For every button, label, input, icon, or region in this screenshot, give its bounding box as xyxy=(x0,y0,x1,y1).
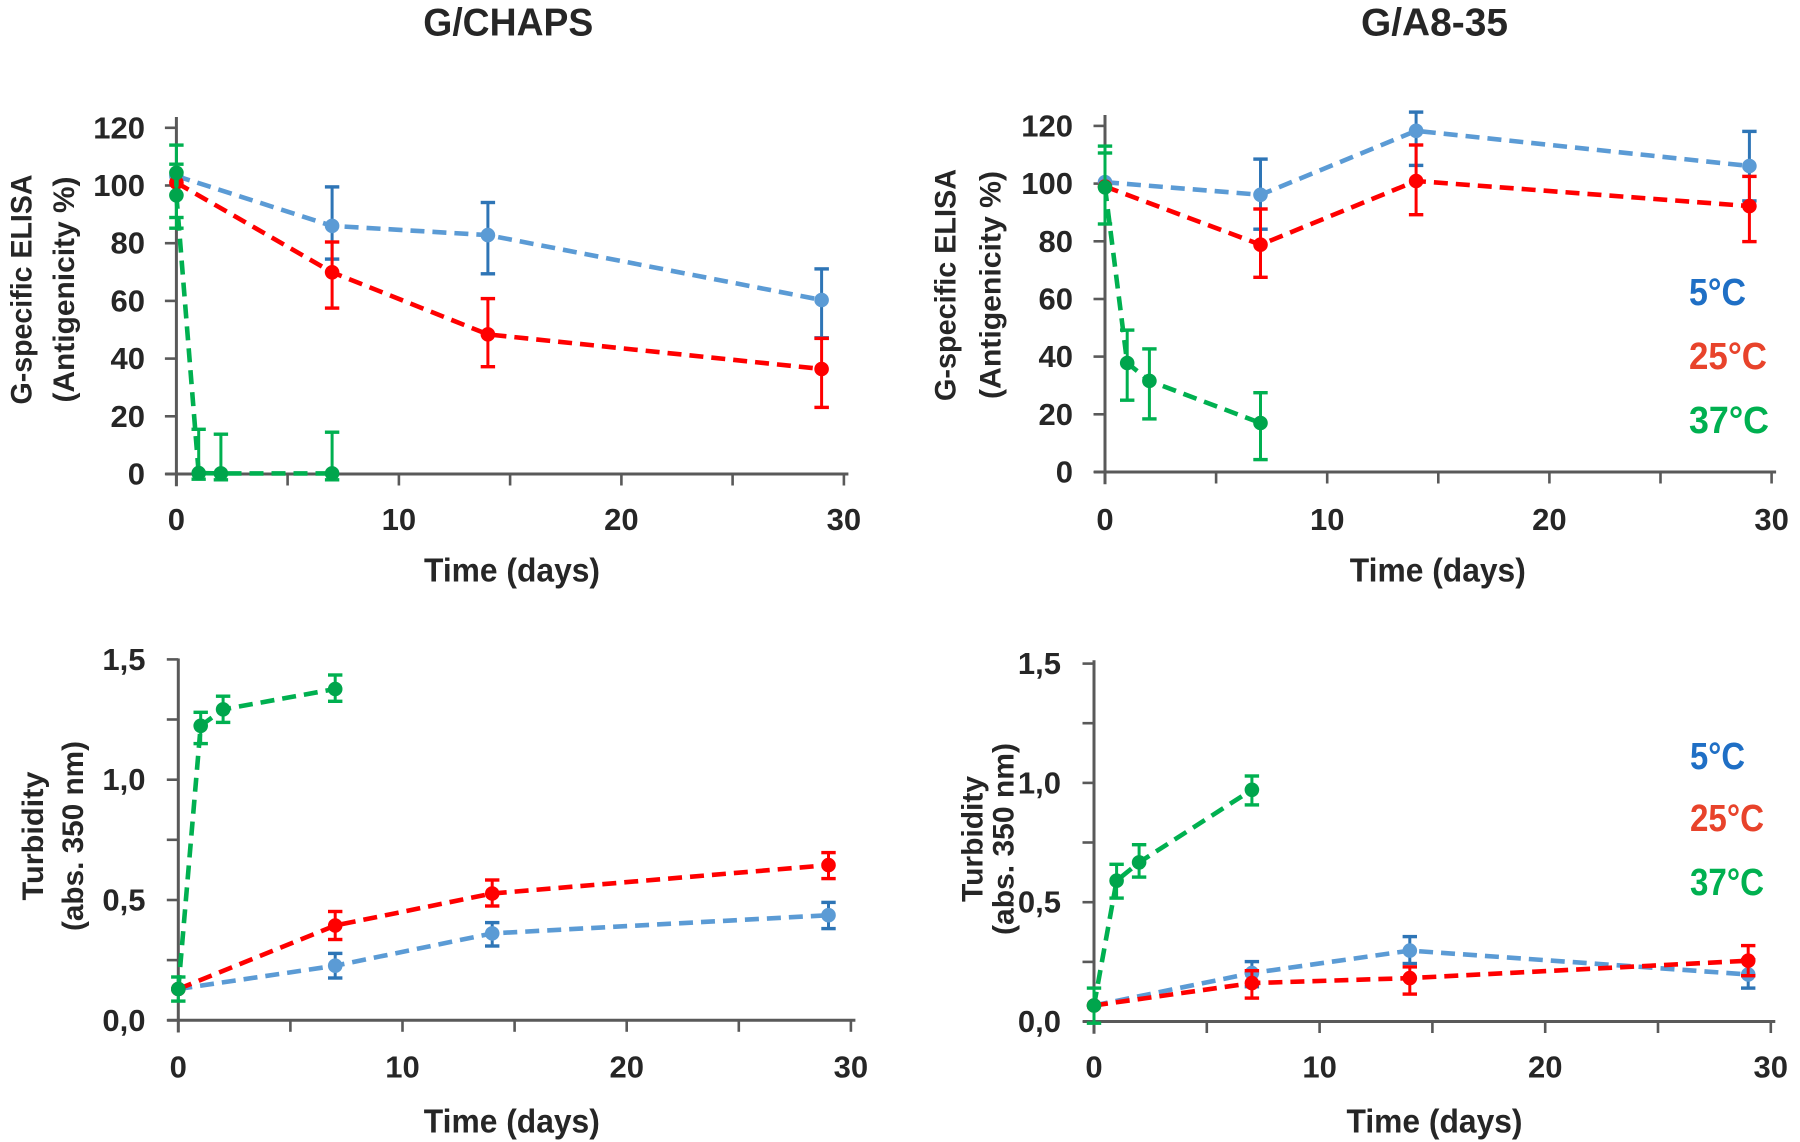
svg-text:20: 20 xyxy=(604,502,638,537)
svg-text:(Antigenicity %): (Antigenicity %) xyxy=(48,177,81,403)
svg-text:G-specific ELISA: G-specific ELISA xyxy=(6,175,39,405)
svg-text:20: 20 xyxy=(1039,397,1073,432)
svg-text:0,0: 0,0 xyxy=(1018,1004,1061,1039)
svg-text:G/A8-35: G/A8-35 xyxy=(1361,2,1508,45)
svg-text:100: 100 xyxy=(1021,166,1073,201)
svg-text:37°C: 37°C xyxy=(1690,862,1764,904)
svg-text:60: 60 xyxy=(1039,282,1073,317)
svg-text:(abs. 350 nm): (abs. 350 nm) xyxy=(57,741,90,931)
svg-text:30: 30 xyxy=(1754,502,1788,537)
svg-text:10: 10 xyxy=(382,502,416,537)
svg-text:1,5: 1,5 xyxy=(1018,646,1061,681)
svg-text:0,0: 0,0 xyxy=(102,1003,145,1038)
svg-text:10: 10 xyxy=(1310,502,1344,537)
svg-text:(Antigenicity %): (Antigenicity %) xyxy=(975,171,1008,399)
svg-text:20: 20 xyxy=(1532,502,1566,537)
svg-text:Turbidity: Turbidity xyxy=(17,771,50,900)
svg-text:100: 100 xyxy=(93,168,145,203)
svg-text:G/CHAPS: G/CHAPS xyxy=(423,2,593,45)
svg-text:37°C: 37°C xyxy=(1689,400,1769,442)
svg-text:5°C: 5°C xyxy=(1690,736,1745,778)
svg-text:80: 80 xyxy=(1039,224,1073,259)
svg-text:30: 30 xyxy=(834,1050,868,1085)
svg-text:0: 0 xyxy=(128,457,145,492)
svg-text:25°C: 25°C xyxy=(1689,336,1767,378)
svg-text:30: 30 xyxy=(827,502,861,537)
svg-text:0: 0 xyxy=(1056,455,1073,490)
svg-text:120: 120 xyxy=(1021,108,1073,143)
svg-text:0,5: 0,5 xyxy=(1018,885,1061,920)
svg-text:20: 20 xyxy=(1528,1050,1562,1085)
svg-text:0: 0 xyxy=(170,1050,187,1085)
svg-text:40: 40 xyxy=(1039,339,1073,374)
svg-text:Time (days): Time (days) xyxy=(1350,552,1526,589)
svg-text:Turbidity: Turbidity xyxy=(957,776,990,902)
svg-text:80: 80 xyxy=(111,226,145,261)
svg-text:0: 0 xyxy=(168,502,185,537)
svg-text:10: 10 xyxy=(1302,1050,1336,1085)
svg-text:(abs. 350 nm): (abs. 350 nm) xyxy=(988,743,1021,935)
svg-text:G-specific ELISA: G-specific ELISA xyxy=(930,169,963,401)
svg-text:20: 20 xyxy=(111,399,145,434)
svg-text:10: 10 xyxy=(385,1050,419,1085)
svg-text:Time (days): Time (days) xyxy=(1347,1103,1523,1140)
svg-text:60: 60 xyxy=(111,283,145,318)
svg-text:Time (days): Time (days) xyxy=(424,1103,600,1140)
svg-text:0,5: 0,5 xyxy=(102,883,145,918)
svg-text:5°C: 5°C xyxy=(1689,272,1746,314)
svg-text:Time (days): Time (days) xyxy=(424,552,600,589)
svg-text:25°C: 25°C xyxy=(1690,798,1764,840)
svg-text:120: 120 xyxy=(93,110,145,145)
svg-text:30: 30 xyxy=(1754,1050,1788,1085)
svg-text:1,0: 1,0 xyxy=(1018,765,1061,800)
svg-text:1,0: 1,0 xyxy=(102,762,145,797)
svg-text:0: 0 xyxy=(1096,502,1113,537)
svg-text:20: 20 xyxy=(609,1050,643,1085)
svg-text:1,5: 1,5 xyxy=(102,642,145,677)
svg-text:40: 40 xyxy=(111,341,145,376)
svg-text:0: 0 xyxy=(1085,1050,1102,1085)
